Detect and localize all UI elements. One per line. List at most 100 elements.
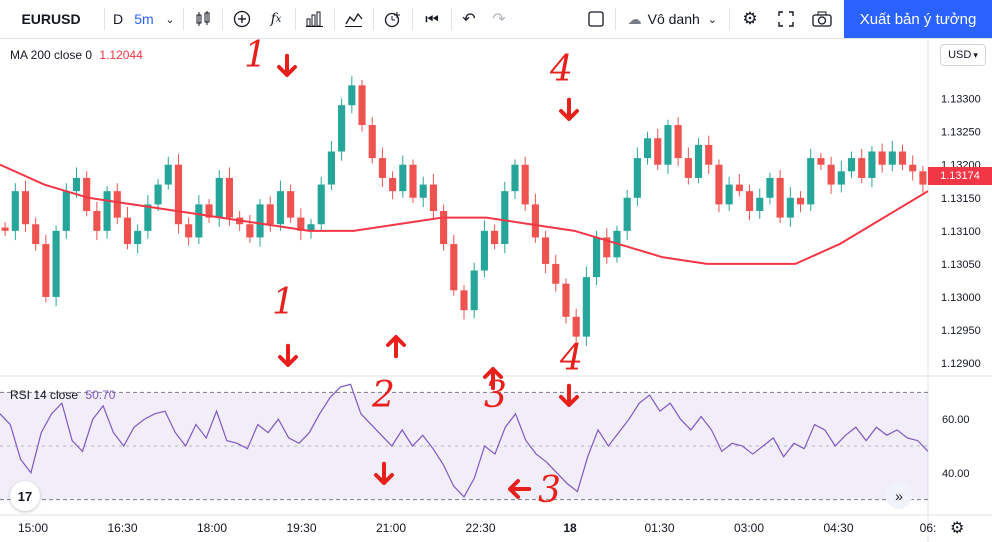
toolbar-divider <box>614 8 616 30</box>
candles-icon[interactable] <box>186 0 220 38</box>
candle <box>542 237 550 264</box>
tradingview-logo[interactable]: 17 <box>10 481 40 511</box>
candle <box>21 191 30 225</box>
currency-button[interactable]: USD ▾ <box>940 44 986 66</box>
annotation-arrows <box>277 53 579 499</box>
candle <box>776 177 784 218</box>
candle <box>766 177 774 198</box>
cloud-icon: ☁ <box>627 10 642 27</box>
camera-icon[interactable] <box>804 0 840 38</box>
time-axis[interactable]: 15:00 16:30 18:00 19:30 21:00 22:30 18 01:30 03:… <box>18 521 936 535</box>
candle <box>205 204 213 218</box>
time-tick-label: 15:00 <box>18 521 48 535</box>
candle <box>664 125 672 165</box>
candle <box>93 211 101 231</box>
chevron-down-icon: ▾ <box>973 49 978 60</box>
compare-icon[interactable] <box>337 0 371 38</box>
last-price-label: 1.13174 <box>928 167 992 185</box>
candle <box>633 158 641 198</box>
arrow-down-icon <box>559 97 579 121</box>
chevron-down-icon[interactable]: ⌄ <box>165 13 175 26</box>
candle <box>419 184 427 198</box>
toolbar-divider <box>222 8 223 30</box>
candle <box>83 177 91 211</box>
ma-legend[interactable]: MA 200 close 0 1.12044 <box>10 48 143 62</box>
chart-canvas[interactable]: 1.133001.132501.132001.131501.131001.130… <box>0 39 992 542</box>
undo-icon[interactable]: ↶ <box>462 11 476 28</box>
candle <box>919 171 927 185</box>
gear-icon[interactable]: ⚙ <box>950 520 965 537</box>
layout-name-button[interactable]: ☁ Vô danh ⌄ <box>618 0 727 38</box>
annotation-label-3-rsi: 3 <box>538 470 561 511</box>
layout-square-icon[interactable] <box>579 0 613 38</box>
candle <box>389 177 397 192</box>
annotation-label-2: 2 <box>372 375 395 416</box>
time-tick-label: 22:30 <box>465 521 495 535</box>
ma-200-line <box>0 163 929 265</box>
candle <box>327 151 335 185</box>
candle <box>807 158 815 205</box>
candle <box>11 191 19 231</box>
candle <box>582 277 590 337</box>
annotation-label-1-rsi: 1 <box>272 282 295 323</box>
candle <box>246 224 254 238</box>
rsi-legend-label: RSI 14 close <box>10 388 79 402</box>
toolbar-divider <box>295 8 296 30</box>
fullscreen-icon[interactable] <box>768 0 804 38</box>
financials-icon[interactable] <box>298 0 332 38</box>
candle <box>348 85 356 106</box>
rsi-legend[interactable]: RSI 14 close 50.70 <box>10 388 115 402</box>
annotation-label-4-rsi: 4 <box>560 338 583 379</box>
candle <box>32 224 40 245</box>
candle <box>909 164 917 172</box>
arrow-left-icon <box>508 479 532 499</box>
candle <box>858 158 866 178</box>
candle <box>460 290 468 311</box>
candle <box>195 204 203 238</box>
time-tick-label: 18:00 <box>197 521 227 535</box>
redo-icon[interactable]: ↷ <box>492 11 506 28</box>
candle <box>480 230 488 271</box>
publish-idea-button[interactable]: Xuất bản ý tưởng <box>844 0 992 38</box>
time-tick-label: 18 <box>563 521 577 535</box>
timeframe-day-button[interactable]: D <box>112 11 124 27</box>
symbol-search-button[interactable]: EURUSD <box>21 11 81 27</box>
rsi-legend-value: 50.70 <box>85 388 116 402</box>
rsi-tick-label: 40.00 <box>942 468 970 480</box>
candle <box>521 164 529 205</box>
replay-icon[interactable]: ⏮ <box>425 10 439 28</box>
arrow-down-icon <box>559 383 579 407</box>
interval-button[interactable]: 5m <box>134 11 154 27</box>
candle <box>725 184 733 205</box>
candle <box>847 158 856 172</box>
candle <box>562 283 570 317</box>
candle <box>358 85 366 126</box>
price-axis[interactable]: 1.133001.132501.132001.131501.131001.130… <box>941 94 981 480</box>
alert-clock-icon[interactable] <box>376 0 410 38</box>
arrow-up-icon <box>386 335 406 359</box>
time-tick-label: 16:30 <box>107 521 137 535</box>
candle <box>185 224 193 238</box>
gear-icon[interactable]: ⚙ <box>742 9 758 28</box>
candle <box>796 197 805 205</box>
candle <box>786 197 794 218</box>
time-tick-label: 06: <box>920 521 937 535</box>
candle <box>62 191 70 231</box>
annotation-label-4-price: 4 <box>550 49 573 90</box>
arrow-up-icon <box>483 367 503 391</box>
rsi-line-group <box>0 383 929 498</box>
add-indicator-icon[interactable] <box>225 0 259 38</box>
scroll-to-realtime-button[interactable]: » <box>886 483 912 509</box>
price-tick-label: 1.13250 <box>941 127 981 139</box>
candle <box>368 125 376 159</box>
candle <box>501 191 509 245</box>
price-tick-label: 1.12900 <box>941 358 981 370</box>
candle <box>134 230 142 245</box>
time-tick-label: 03:00 <box>734 521 764 535</box>
arrow-down-icon <box>277 53 297 77</box>
ma-legend-label: MA 200 close 0 <box>10 48 93 62</box>
candle <box>898 151 907 165</box>
toolbar-divider <box>183 8 184 30</box>
rsi-line <box>0 383 929 498</box>
